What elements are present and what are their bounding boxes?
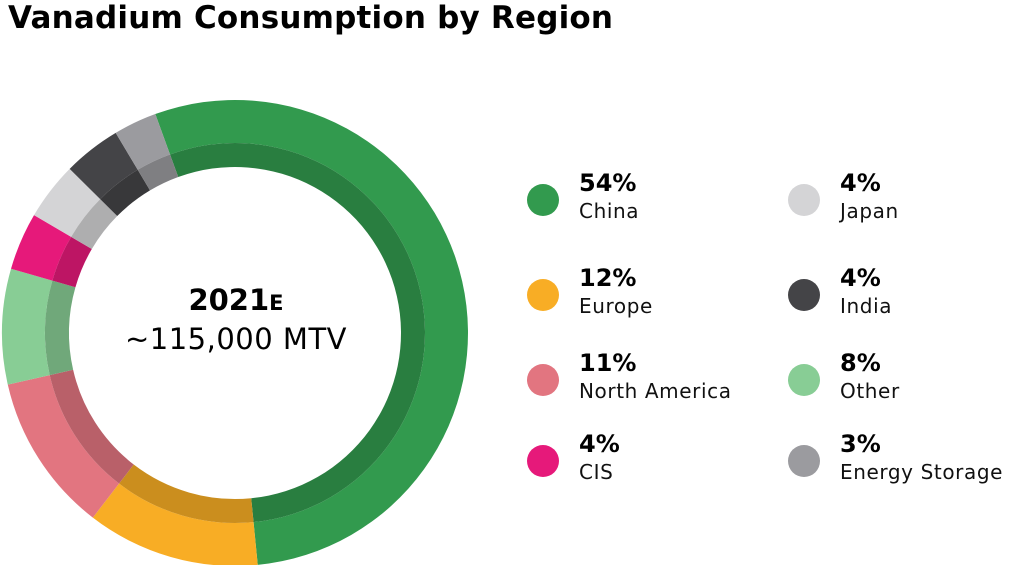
legend-swatch xyxy=(527,279,559,311)
legend-item-cis: 4% CIS xyxy=(527,430,767,493)
donut-slice-inner-energy-storage xyxy=(137,154,179,191)
donut-slice-other xyxy=(1,268,53,385)
donut-chart xyxy=(1,100,468,565)
legend-label: Other xyxy=(840,379,900,403)
legend-value: 8% xyxy=(840,349,881,377)
legend-item-japan: 4% Japan xyxy=(788,169,1024,232)
center-year-suffix: E xyxy=(269,291,284,315)
donut-slice-inner-india xyxy=(100,169,151,217)
legend-item-india: 4% India xyxy=(788,264,1024,327)
legend-value: 54% xyxy=(579,169,637,197)
legend-swatch xyxy=(527,184,559,216)
donut-slice-china xyxy=(155,100,468,565)
legend-value: 4% xyxy=(579,430,620,458)
legend-label: China xyxy=(579,199,640,223)
legend-item-europe: 12% Europe xyxy=(527,264,767,327)
donut-slice-japan xyxy=(34,168,101,237)
legend-item-china: 54% China xyxy=(527,169,767,232)
legend-value: 3% xyxy=(840,430,881,458)
legend-value: 4% xyxy=(840,264,881,292)
legend-value: 4% xyxy=(840,169,881,197)
legend-swatch xyxy=(788,364,820,396)
donut-slice-inner-europe xyxy=(119,464,254,523)
legend-label: North America xyxy=(579,379,732,403)
chart-title: Vanadium Consumption by Region xyxy=(8,0,614,36)
donut-slice-inner-japan xyxy=(71,199,118,249)
legend-label: CIS xyxy=(579,460,614,484)
legend-label: India xyxy=(840,294,893,318)
legend-swatch xyxy=(788,184,820,216)
donut-slice-inner-other xyxy=(45,280,76,376)
donut-center-label: 2021E ~115,000 MTV xyxy=(86,282,386,357)
legend-swatch xyxy=(788,279,820,311)
legend-value: 11% xyxy=(579,349,637,377)
legend-swatch xyxy=(527,445,559,477)
donut-slice-inner-north-america xyxy=(49,369,134,484)
legend-label: Japan xyxy=(840,199,899,223)
center-total: ~115,000 MTV xyxy=(124,322,347,356)
donut-slice-north-america xyxy=(7,375,120,518)
legend-swatch xyxy=(788,445,820,477)
donut-slice-cis xyxy=(11,215,72,281)
legend-label: Europe xyxy=(579,294,653,318)
donut-slice-inner-cis xyxy=(52,236,92,288)
center-year-number: 2021 xyxy=(188,283,270,317)
donut-slice-india xyxy=(69,132,138,200)
legend-item-other: 8% Other xyxy=(788,349,1024,412)
legend-label: Energy Storage xyxy=(840,460,1004,484)
legend-item-north-america: 11% North America xyxy=(527,349,767,412)
legend-item-energy-storage: 3% Energy Storage xyxy=(788,430,1024,493)
center-year: 2021E xyxy=(86,282,386,321)
donut-slice-europe xyxy=(92,483,258,565)
donut-slice-energy-storage xyxy=(115,114,171,170)
legend-value: 12% xyxy=(579,264,637,292)
legend-swatch xyxy=(527,364,559,396)
